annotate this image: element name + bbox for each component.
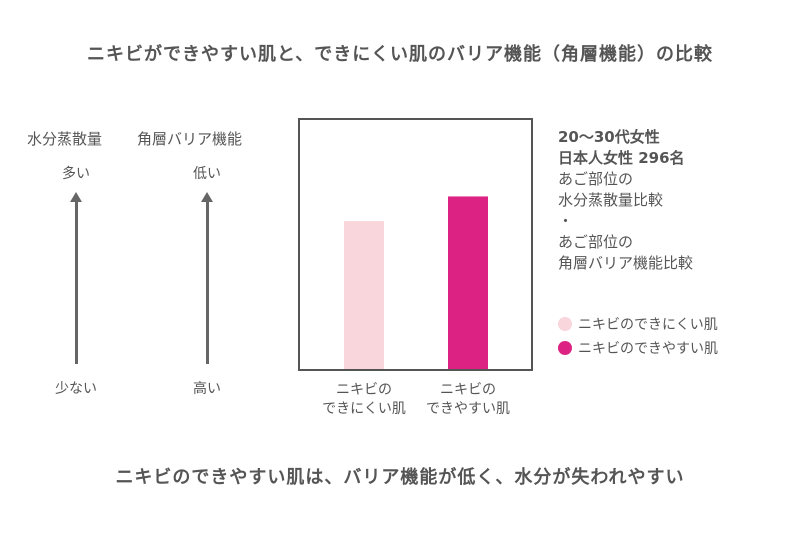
legend-label-prone: ニキビのできやすい肌 [578,341,718,357]
category-label-less-prone: ニキビの できにくい肌 [294,381,434,419]
axis-bottom-barrier: 高い [193,381,221,397]
bar-prone [448,196,488,369]
axis-bottom-water-loss: 少ない [55,381,97,397]
arrow-head-barrier [201,192,213,202]
legend-swatch-less-prone [558,317,572,331]
arrow-head-water-loss [70,192,82,202]
study-info: 20〜30代女性 日本人女性 296名 あご部位の 水分蒸散量比較 ・ あご部位… [558,127,693,274]
legend-swatch-prone [558,341,572,355]
category-label-less-prone-line1: ニキビの [336,382,392,398]
chart-footer-conclusion: ニキビのできやすい肌は、バリア機能が低く、水分が失われやすい [115,467,685,488]
axis-top-barrier: 低い [193,166,221,182]
bar-plot [344,196,488,369]
category-label-prone-line2: できやすい肌 [426,401,510,417]
study-subjects-age: 20〜30代女性 [558,128,660,146]
category-label-prone-line1: ニキビの [440,382,496,398]
chart-title: ニキビができやすい肌と、できにくい肌のバリア機能（角層機能）の比較 [87,44,713,65]
study-line5: ・ [558,212,574,230]
chart-frame [298,118,533,371]
axis-label-water-loss: 水分蒸散量 [27,130,103,148]
study-line3: あご部位の [558,170,634,188]
arrow-line-barrier [206,201,209,364]
category-label-prone: ニキビの できやすい肌 [398,381,538,419]
arrow-line-water-loss [75,201,78,364]
bar-less-prone [344,221,384,369]
study-line7: 角層バリア機能比較 [558,254,694,272]
axis-top-water-loss: 多い [62,166,90,182]
axis-label-barrier: 角層バリア機能 [137,130,243,148]
study-subjects-count: 日本人女性 296名 [558,149,685,167]
category-label-less-prone-line2: できにくい肌 [322,401,406,417]
study-line4: 水分蒸散量比較 [558,191,664,209]
legend-label-less-prone: ニキビのできにくい肌 [578,317,718,333]
study-line6: あご部位の [558,233,634,251]
